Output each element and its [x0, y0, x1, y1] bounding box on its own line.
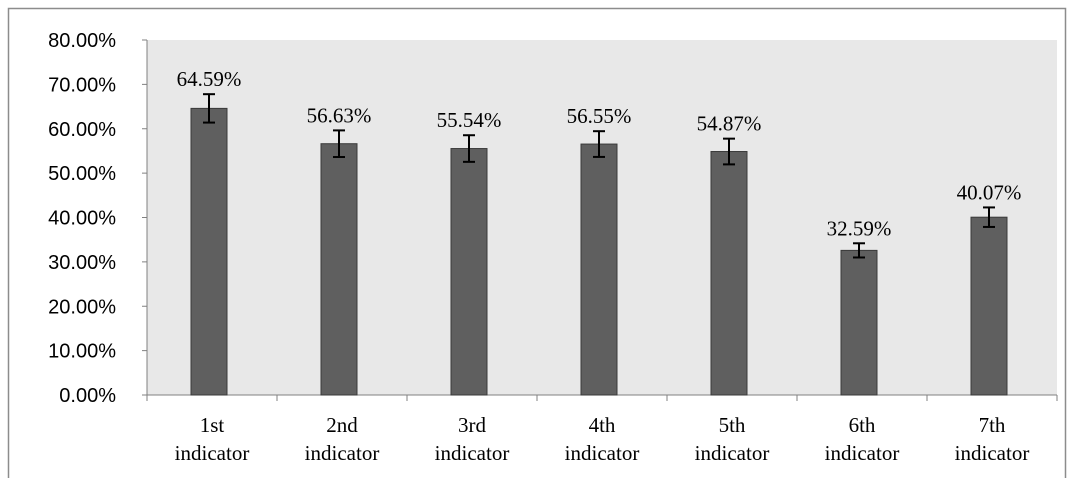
bar — [840, 249, 878, 396]
y-tick-label: 70.00% — [48, 74, 116, 96]
data-label: 55.54% — [437, 108, 502, 132]
x-tick-label: 7th indicator — [955, 413, 1030, 465]
data-label: 40.07% — [957, 180, 1022, 204]
bar — [580, 143, 618, 396]
y-tick-label: 20.00% — [48, 296, 116, 318]
data-label: 64.59% — [177, 67, 242, 91]
bar — [970, 216, 1008, 396]
y-tick-label: 30.00% — [48, 252, 116, 274]
x-tick-label: 5th indicator — [695, 413, 770, 465]
data-label: 32.59% — [827, 216, 892, 240]
x-tick-label: 4th indicator — [565, 413, 640, 465]
data-label: 54.87% — [697, 112, 762, 136]
bars — [190, 107, 1008, 396]
y-tick-label: 10.00% — [48, 341, 116, 363]
x-tick-label: 3rd indicator — [435, 413, 510, 465]
y-tick-label: 50.00% — [48, 163, 116, 185]
data-label: 56.63% — [307, 103, 372, 127]
y-tick-label: 80.00% — [48, 30, 116, 52]
x-tick-label: 2nd indicator — [305, 413, 380, 465]
data-label: 56.55% — [567, 104, 632, 128]
bar — [190, 107, 228, 396]
y-axis: 0.00% 10.00% 20.00% 30.00% 40.00% 50.00% 60.00… — [48, 30, 148, 407]
chart-border — [7, 7, 1067, 478]
bar — [710, 151, 748, 396]
x-tick-label: 6th indicator — [825, 413, 900, 465]
x-tick-label: 1st indicator — [175, 413, 250, 465]
y-tick-label: 0.00% — [59, 385, 116, 407]
error-bars — [203, 93, 995, 259]
y-tick-label: 40.00% — [48, 208, 116, 230]
data-labels: 64.59% 56.63% 55.54% 56.55% 54.87% 32.59% 40.0… — [177, 67, 1022, 240]
y-tick-label: 60.00% — [48, 119, 116, 141]
bar — [450, 148, 488, 396]
bar — [320, 143, 358, 396]
x-axis: 1st indicator 2nd indicator 3rd indicator 4th i… — [146, 394, 1058, 465]
